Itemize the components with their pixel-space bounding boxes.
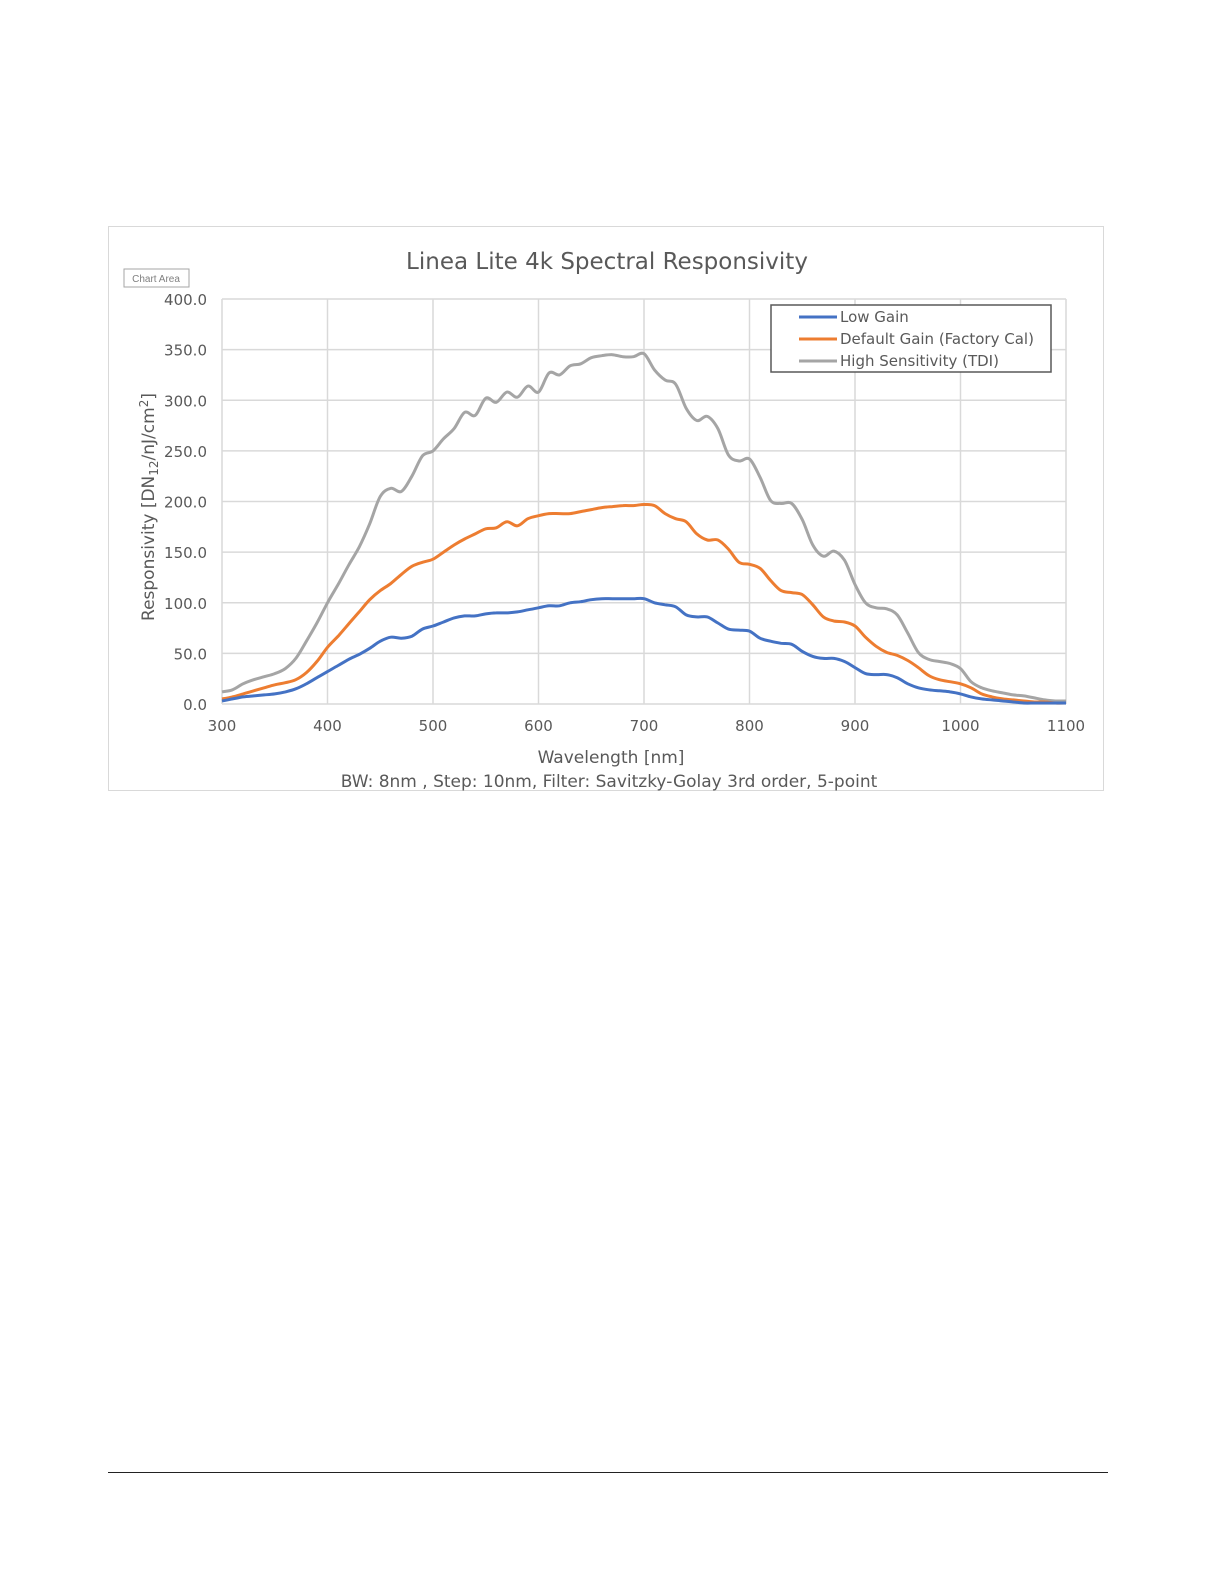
x-tick-label: 1000 <box>941 717 979 735</box>
y-tick-label: 400.0 <box>164 291 207 309</box>
y-axis-label-part: /nJ/cm <box>139 407 159 460</box>
series-line-default-gain-factory-cal <box>221 502 1067 705</box>
chart-area-tag: Chart Area <box>123 268 190 288</box>
chart-area-tag-box <box>123 268 190 288</box>
series-line-high-sensitivity-tdi <box>221 351 1067 703</box>
x-tick-label: 700 <box>630 717 659 735</box>
chart-area[interactable]: 0.0 50.0 100.0 150.0 200.0 250.0 300.0 350.0 400… <box>108 226 1104 792</box>
legend-label-default-gain-factory-cal: Default Gain (Factory Cal) <box>840 330 1034 348</box>
y-axis-label-subscript: 12 <box>147 460 161 475</box>
y-tick-label: 50.0 <box>174 645 207 663</box>
y-tick-label: 0.0 <box>183 696 207 714</box>
x-axis-label: Wavelength [nm] <box>538 748 685 768</box>
responsivity-chart: 0.0 50.0 100.0 150.0 200.0 250.0 300.0 350.0 400… <box>123 249 1085 792</box>
y-tick-label: 150.0 <box>164 544 207 562</box>
y-axis-label-part: ] <box>139 393 159 400</box>
y-tick-label: 300.0 <box>164 392 207 410</box>
chart-caption: BW: 8nm , Step: 10nm, Filter: Savitzky-G… <box>341 772 878 792</box>
legend-label-low-gain: Low Gain <box>840 308 909 326</box>
x-tick-label: 900 <box>841 717 870 735</box>
x-tick-labels: 300 400 500 600 700 800 900 1000 1100 <box>208 717 1085 735</box>
y-axis-label: Responsivity [DN12/nJ/cm2] <box>137 393 161 621</box>
y-tick-label: 100.0 <box>164 595 207 613</box>
x-tick-label: 1100 <box>1047 717 1085 735</box>
y-tick-label: 350.0 <box>164 342 207 360</box>
x-tick-label: 300 <box>208 717 237 735</box>
x-tick-label: 400 <box>313 717 342 735</box>
y-tick-label: 200.0 <box>164 494 207 512</box>
legend-label-high-sensitivity-tdi: High Sensitivity (TDI) <box>840 352 999 370</box>
chart-title: Linea Lite 4k Spectral Responsivity <box>406 249 808 275</box>
x-tick-label: 500 <box>419 717 448 735</box>
y-tick-label: 250.0 <box>164 443 207 461</box>
y-tick-labels: 0.0 50.0 100.0 150.0 200.0 250.0 300.0 350.0 400… <box>164 291 207 714</box>
legend[interactable]: Low Gain Default Gain (Factory Cal) High S… <box>770 304 1052 373</box>
grid-lines <box>221 298 1067 705</box>
series-line-low-gain <box>221 596 1066 705</box>
x-tick-label: 800 <box>735 717 764 735</box>
chart-area-tag-text: Chart Area <box>132 274 180 285</box>
y-axis-label-superscript: 2 <box>137 400 151 408</box>
footer-rule <box>108 1472 1108 1473</box>
y-axis-label-part: Responsivity [DN <box>139 476 159 621</box>
series-lines <box>221 351 1067 705</box>
x-tick-label: 600 <box>524 717 553 735</box>
